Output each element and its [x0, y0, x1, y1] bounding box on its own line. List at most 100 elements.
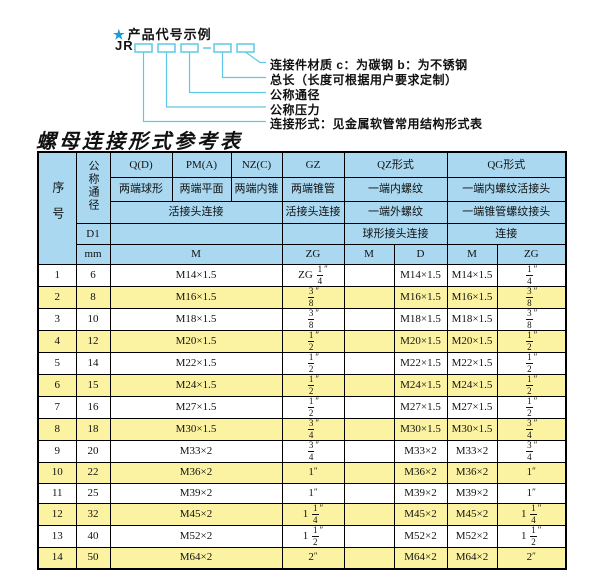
- cell-gz: 1″: [281, 462, 345, 484]
- cell-dn: 22: [75, 462, 111, 484]
- cell-dn: 16: [75, 396, 111, 419]
- header-qg-row3: 一端锥管螺纹接头: [446, 201, 567, 224]
- table-row: 12 32 M45×2 1 1 4 ″ M45×2 M45×2 1 1 4 ″: [37, 503, 567, 527]
- header-joint-row: 活接头连接: [109, 201, 283, 224]
- cell-gz: 1 2 ″: [281, 374, 345, 397]
- cell-qg_m: M33×2: [446, 440, 498, 463]
- table-row: 10 22 M36×2 1″ M36×2 M36×2 1″: [37, 462, 567, 484]
- cell-qg_zg: 1″: [496, 482, 567, 505]
- header-dn-label: 公称通径: [87, 160, 100, 213]
- cell-qg_zg: 1 4 ″: [496, 264, 567, 287]
- cell-m: M16×1.5: [109, 286, 283, 309]
- cell-qz_d: M33×2: [393, 440, 448, 463]
- cell-qg_zg: 3 8 ″: [496, 308, 567, 331]
- cell-gz: 1 1 2 ″: [281, 525, 345, 549]
- cell-qz_m: [343, 286, 395, 309]
- cell-gz: 1 2 ″: [281, 330, 345, 353]
- code-box-4: [213, 43, 232, 53]
- diagram-title: ★ 产品代号示例: [113, 24, 212, 43]
- cell-m: M24×1.5: [109, 374, 283, 397]
- cell-dn: 12: [75, 330, 111, 353]
- cell-qz_d: M18×1.5: [393, 308, 448, 331]
- cell-dn: 50: [75, 547, 111, 570]
- nut-connection-table: 序号 公称通径 Q(D) PM(A) NZ(C) GZ QZ形式 QG形式 两端…: [37, 151, 568, 570]
- cell-qz_m: [343, 440, 395, 463]
- table-row: 2 8 M16×1.5 3 8 ″ M16×1.5 M16×1.5 3 8 ″: [37, 286, 567, 309]
- cell-m: M36×2: [109, 462, 283, 484]
- cell-dn: 20: [75, 440, 111, 463]
- leader-line-1: [245, 51, 266, 64]
- cell-qg_m: M16×1.5: [446, 286, 498, 309]
- cell-qz_m: [343, 264, 395, 287]
- code-legend-lines: [134, 43, 266, 123]
- cell-qz_d: M20×1.5: [393, 330, 448, 353]
- cell-qz_m: [343, 482, 395, 505]
- code-label-length: 总长（长度可根据用户要求定制）: [270, 73, 458, 87]
- cell-gz: 3 4 ″: [281, 418, 345, 441]
- cell-seq: 8: [37, 418, 77, 441]
- cell-m: M27×1.5: [109, 396, 283, 419]
- cell-seq: 7: [37, 396, 77, 419]
- cell-qg_m: M30×1.5: [446, 418, 498, 441]
- cell-qg_m: M45×2: [446, 503, 498, 527]
- code-box-1: [134, 43, 153, 53]
- cell-seq: 13: [37, 525, 77, 549]
- header-ends-gz: 两端锥管: [281, 177, 345, 202]
- table-row: 1 6 M14×1.5 ZG 1 4 ″ M14×1.5 M14×1.5 1 4 ″: [37, 264, 567, 287]
- cell-m: M18×1.5: [109, 308, 283, 331]
- cell-m: M45×2: [109, 503, 283, 527]
- header-qg-row2: 一端内螺纹活接头: [446, 177, 567, 202]
- code-label-diameter: 公称通径: [270, 88, 321, 102]
- cell-qz_m: [343, 503, 395, 527]
- table-row: 4 12 M20×1.5 1 2 ″ M20×1.5 M20×1.5 1 2 ″: [37, 330, 567, 353]
- header-ends-pma: 两端平面: [171, 177, 232, 202]
- header-qz-row4: 球形接头连接: [343, 223, 448, 245]
- cell-qz_d: M45×2: [393, 503, 448, 527]
- header-code-qz: QZ形式: [343, 151, 448, 178]
- cell-m: M39×2: [109, 482, 283, 505]
- cell-qg_m: M18×1.5: [446, 308, 498, 331]
- header-code-nzc: NZ(C): [230, 151, 283, 178]
- cell-qz_m: [343, 374, 395, 397]
- star-icon: ★: [113, 27, 126, 42]
- cell-qg_zg: 1 1 4 ″: [496, 503, 567, 527]
- cell-qg_zg: 2″: [496, 547, 567, 570]
- header-code-qd: Q(D): [109, 151, 173, 178]
- table-row: 9 20 M33×2 3 4 ″ M33×2 M33×2 3 4 ″: [37, 440, 567, 463]
- cell-qg_zg: 3 4 ″: [496, 440, 567, 463]
- cell-seq: 1: [37, 264, 77, 287]
- header-unit-zg: ZG: [281, 244, 345, 265]
- cell-m: M22×1.5: [109, 352, 283, 375]
- cell-qz_d: M64×2: [393, 547, 448, 570]
- cell-qz_m: [343, 547, 395, 570]
- table-row: 13 40 M52×2 1 1 2 ″ M52×2 M52×2 1 1 2 ″: [37, 525, 567, 549]
- table-title: 螺母连接形式参考表: [36, 131, 243, 153]
- cell-seq: 4: [37, 330, 77, 353]
- cell-gz: 2″: [281, 547, 345, 570]
- header-qg-unit-zg: ZG: [496, 244, 567, 265]
- header-ends-qd: 两端球形: [109, 177, 173, 202]
- header-gz-joint: 活接头连接: [281, 201, 345, 224]
- cell-qg_zg: 1 2 ″: [496, 330, 567, 353]
- header-qg-unit-m: M: [446, 244, 498, 265]
- cell-seq: 6: [37, 374, 77, 397]
- cell-dn: 32: [75, 503, 111, 527]
- cell-qg_m: M22×1.5: [446, 352, 498, 375]
- cell-qz_d: M27×1.5: [393, 396, 448, 419]
- cell-qz_d: M52×2: [393, 525, 448, 549]
- table-body: 1 6 M14×1.5 ZG 1 4 ″ M14×1.5 M14×1.5 1 4 ″ 2 8 M16×1.…: [37, 264, 567, 570]
- cell-qz_d: M16×1.5: [393, 286, 448, 309]
- cell-qz_m: [343, 352, 395, 375]
- cell-dn: 6: [75, 264, 111, 287]
- cell-qg_m: M24×1.5: [446, 374, 498, 397]
- cell-seq: 12: [37, 503, 77, 527]
- header-dn: 公称通径: [75, 151, 111, 224]
- table-row: 5 14 M22×1.5 1 2 ″ M22×1.5 M22×1.5 1 2 ″: [37, 352, 567, 375]
- cell-seq: 3: [37, 308, 77, 331]
- cell-dn: 14: [75, 352, 111, 375]
- cell-m: M52×2: [109, 525, 283, 549]
- header-seq-label: 序号: [50, 180, 65, 233]
- cell-qg_zg: 3 8 ″: [496, 286, 567, 309]
- product-code-diagram: ★ 产品代号示例 JR 连接件材质 c：为碳钢 b：为不锈钢 总长（长度可根据用户…: [0, 0, 600, 150]
- cell-seq: 11: [37, 482, 77, 505]
